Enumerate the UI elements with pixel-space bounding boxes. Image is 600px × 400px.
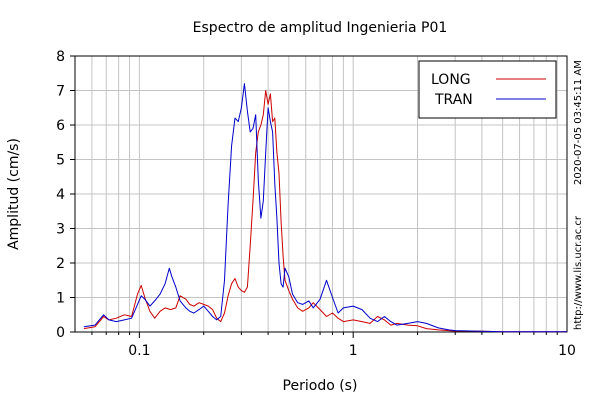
y-tick-label: 8 — [56, 49, 65, 65]
y-tick-label: 5 — [56, 153, 65, 169]
y-tick-label: 0 — [56, 325, 65, 341]
x-tick-label: 10 — [558, 343, 576, 359]
y-tick-label: 3 — [56, 222, 65, 238]
series-line-tran — [83, 83, 567, 333]
y-tick-label: 4 — [56, 187, 65, 203]
series-layer — [83, 83, 567, 333]
timestamp-note: 2020-07-05 03:45:11 AM — [573, 60, 584, 185]
x-tick-label: 1 — [349, 343, 358, 359]
ticks-layer: 0 1 2 3 4 5 6 7 8 0.1 1 10 — [56, 49, 576, 359]
y-tick-label: 1 — [56, 291, 65, 307]
y-axis-label: Amplitud (cm/s) — [6, 138, 22, 250]
legend-label-tran: TRAN — [434, 92, 473, 108]
legend: LONG TRAN — [418, 60, 557, 119]
chart-title: Espectro de amplitud Ingenieria P01 — [193, 20, 448, 36]
x-tick-label: 0.1 — [128, 343, 150, 359]
y-tick-label: 7 — [56, 84, 65, 100]
legend-label-long: LONG — [431, 72, 471, 88]
source-url-note: http://www.lis.ucr.ac.cr — [573, 215, 584, 330]
y-tick-label: 6 — [56, 118, 65, 134]
legend-box — [418, 60, 557, 119]
y-tick-label: 2 — [56, 256, 65, 272]
series-line-long — [83, 90, 567, 333]
x-axis-label: Periodo (s) — [283, 378, 358, 394]
